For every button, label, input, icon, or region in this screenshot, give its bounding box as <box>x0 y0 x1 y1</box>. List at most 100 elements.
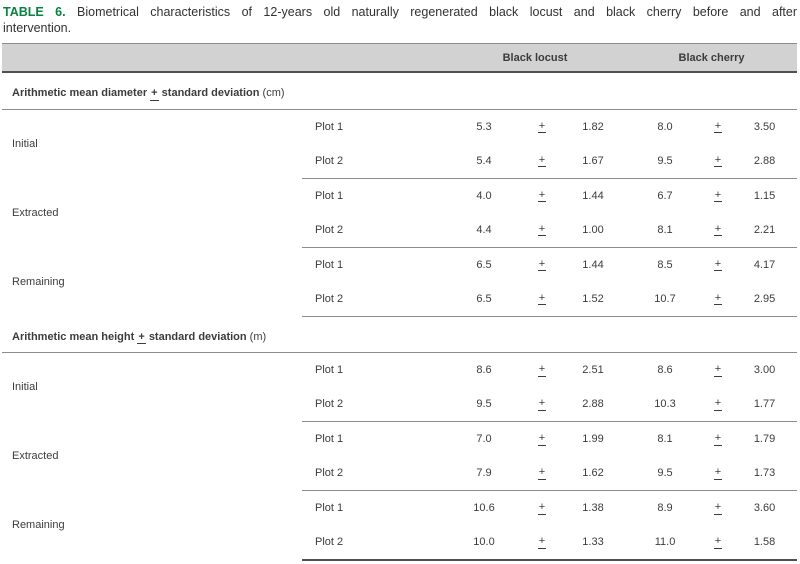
table-row: Initial Plot 1 8.6 + 2.51 8.6 + 3.00 <box>2 353 797 394</box>
stage-label-remaining: Remaining <box>12 275 65 288</box>
cherry-mean: 10.7 <box>626 281 705 317</box>
stage-label-remaining: Remaining <box>12 519 65 532</box>
table-row: Extracted Plot 1 7.0 + 1.99 8.1 + 1.79 <box>2 422 797 462</box>
plus-minus-cell: + <box>524 525 560 562</box>
plus-minus-cell: + <box>704 525 733 562</box>
locust-sd: 1.67 <box>560 143 627 179</box>
locust-mean: 5.4 <box>444 143 524 179</box>
table-row: Plot 2 7.9 + 1.62 9.5 + 1.73 <box>2 456 798 492</box>
plus-minus-cell: + <box>524 456 560 492</box>
species-header-row: Black locust Black cherry <box>2 43 798 73</box>
cherry-mean: 8.0 <box>657 120 673 133</box>
column-header-black-locust: Black locust <box>444 43 627 73</box>
plus-minus-symbol: + <box>713 501 723 515</box>
plus-minus-symbol: + <box>713 257 723 272</box>
plus-minus-symbol: + <box>537 222 547 237</box>
cherry-mean: 9.5 <box>626 456 705 492</box>
plus-minus-symbol: + <box>537 397 547 411</box>
cherry-mean: 8.1 <box>657 433 673 446</box>
table-row: Extracted Plot 1 4.0 + 1.44 6.7 + 1.15 <box>2 178 797 218</box>
cherry-mean: 8.6 <box>657 364 673 377</box>
cherry-sd: 1.73 <box>732 456 798 492</box>
locust-sd: 2.51 <box>582 364 604 377</box>
plus-minus-cell: + <box>524 143 560 179</box>
plus-minus-symbol: + <box>713 535 723 549</box>
locust-sd: 1.62 <box>560 456 627 492</box>
locust-sd: 1.52 <box>560 281 627 317</box>
plus-minus-symbol: + <box>537 501 547 515</box>
caption-line-1: TABLE 6. Biometrical characteristics of … <box>3 4 797 20</box>
section-unit: (m) <box>249 330 267 343</box>
plus-minus-cell: + <box>704 456 733 492</box>
plus-minus-symbol: + <box>537 432 547 446</box>
locust-sd: 1.33 <box>560 525 627 562</box>
cherry-sd: 1.58 <box>732 525 798 562</box>
cherry-mean: 8.5 <box>657 258 673 271</box>
cherry-mean: 10.3 <box>626 387 705 423</box>
section-header-diameter: Arithmetic mean diameter + standard devi… <box>2 72 798 110</box>
cherry-sd: 1.79 <box>753 433 776 446</box>
plot-label: Plot 1 <box>315 502 344 515</box>
table-row: Initial Plot 1 5.3 + 1.82 8.0 + 3.50 <box>2 109 797 150</box>
section-title-height: Arithmetic mean height + standard deviat… <box>2 316 798 354</box>
table-row: Plot 2 9.5 + 2.88 10.3 + 1.77 <box>2 387 798 423</box>
plus-minus-symbol: + <box>713 119 723 134</box>
plus-minus-symbol: + <box>537 119 547 134</box>
plus-minus-cell: + <box>524 212 560 248</box>
plus-minus-cell: + <box>704 491 732 526</box>
plus-minus-cell: + <box>704 109 732 144</box>
stage-label-extracted: Extracted <box>12 450 59 463</box>
cherry-mean: 8.9 <box>657 502 673 515</box>
column-header-black-cherry: Black cherry <box>626 43 798 73</box>
plus-minus-symbol: + <box>713 291 723 306</box>
cherry-sd: 3.50 <box>753 120 776 133</box>
plot-label: Plot 1 <box>315 120 344 133</box>
plus-minus-symbol: + <box>537 257 547 272</box>
cherry-sd: 2.88 <box>732 143 798 179</box>
plus-minus-symbol: + <box>537 535 547 549</box>
plot-label: Plot 2 <box>302 456 444 492</box>
locust-mean: 4.4 <box>444 212 524 248</box>
locust-sd: 1.44 <box>582 258 604 271</box>
plot-label: Plot 2 <box>302 525 444 562</box>
plus-minus-cell: + <box>704 143 733 179</box>
table-number-label: TABLE 6. <box>3 5 66 19</box>
cherry-sd: 3.60 <box>753 502 776 515</box>
cherry-mean: 9.5 <box>626 143 705 179</box>
plus-minus-cell: + <box>524 178 560 213</box>
plot-label: Plot 2 <box>302 387 444 423</box>
plot-label: Plot 1 <box>315 433 344 446</box>
plus-minus-symbol: + <box>537 291 547 306</box>
plus-minus-cell: + <box>704 387 733 423</box>
plot-label: Plot 2 <box>302 281 444 317</box>
locust-sd: 1.38 <box>582 502 604 515</box>
plus-minus-symbol: + <box>537 188 547 203</box>
plot-label: Plot 1 <box>315 258 344 271</box>
plus-minus-cell: + <box>524 387 560 423</box>
caption-line-2: intervention. <box>3 21 72 35</box>
plot-label: Plot 1 <box>315 364 344 377</box>
plot-label: Plot 1 <box>315 189 344 202</box>
plus-minus-symbol: + <box>713 363 723 377</box>
plus-minus-cell: + <box>524 491 560 526</box>
table-row: Remaining Plot 1 10.6 + 1.38 8.9 + 3.60 <box>2 491 797 532</box>
locust-mean: 10.0 <box>444 525 524 562</box>
section-title-pre: Arithmetic mean height <box>12 330 135 343</box>
locust-mean: 4.0 <box>476 189 492 202</box>
locust-mean: 8.6 <box>476 364 492 377</box>
table-row: Plot 2 10.0 + 1.33 11.0 + 1.58 <box>2 525 798 562</box>
table-row: Plot 2 6.5 + 1.52 10.7 + 2.95 <box>2 281 798 317</box>
locust-mean: 7.0 <box>476 433 492 446</box>
section-title-diameter: Arithmetic mean diameter + standard devi… <box>2 72 798 110</box>
plus-minus-cell: + <box>524 247 560 282</box>
locust-mean: 5.3 <box>476 120 492 133</box>
plus-minus-cell: + <box>524 422 560 457</box>
plus-minus-cell: + <box>524 109 560 144</box>
locust-mean: 6.5 <box>476 258 492 271</box>
plus-minus-symbol: + <box>713 466 723 480</box>
plus-minus-symbol: + <box>713 432 723 446</box>
plus-minus-symbol: + <box>150 87 159 101</box>
locust-sd: 1.99 <box>582 433 604 446</box>
plus-minus-symbol: + <box>713 188 723 203</box>
